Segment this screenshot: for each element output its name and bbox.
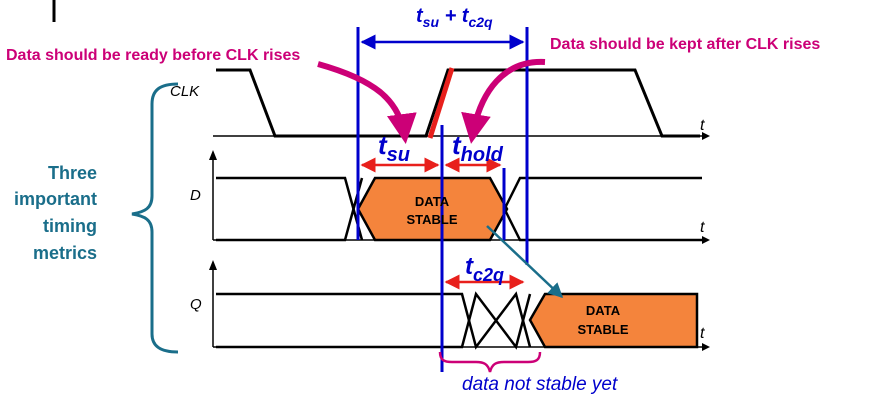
d-stable-box	[356, 176, 509, 242]
d-box-text-line-2: STABLE	[406, 212, 457, 227]
d-axis-arrow-right	[702, 236, 710, 244]
clk-rising-edge-highlight	[427, 67, 455, 139]
q-axis-arrow-up	[209, 260, 217, 270]
tsu-label: tsu	[378, 130, 410, 166]
q-axis-arrow-right	[702, 343, 710, 351]
d-waveform-after-low	[503, 209, 702, 242]
clk-label: CLK	[170, 83, 200, 100]
clk-time-label: t	[700, 117, 705, 134]
side-brace	[131, 82, 179, 354]
d-axis-arrow-up	[209, 150, 217, 160]
bottom-note: data not stable yet	[462, 374, 618, 395]
hold-note: Data should be kept after CLK rises	[550, 36, 820, 53]
d-waveform-high	[216, 177, 364, 242]
d-time-label: t	[700, 219, 705, 236]
side-label-line-1: Three	[48, 163, 97, 183]
q-stable-box	[528, 292, 699, 349]
d-waveform-after	[503, 176, 702, 209]
hold-curved-arrow	[461, 58, 546, 144]
d-label: D	[190, 187, 201, 204]
side-label-line-2: important	[14, 189, 97, 209]
d-box-text-line-1: DATA	[415, 194, 450, 209]
side-label-line-3: timing	[43, 216, 97, 236]
clk-axis-arrow	[702, 132, 710, 140]
q-box-text-line-2: STABLE	[577, 322, 628, 337]
side-label-line-4: metrics	[33, 243, 97, 263]
bottom-brace	[438, 351, 542, 373]
setup-curved-arrow	[317, 61, 417, 144]
q-time-label: t	[700, 325, 705, 342]
setup-note: Data should be ready before CLK rises	[6, 47, 300, 64]
q-box-text-line-1: DATA	[586, 303, 621, 318]
q-waveform-top	[216, 291, 532, 350]
q-waveform-bottom	[216, 291, 532, 350]
d-to-q-arrow	[486, 225, 564, 299]
clk-waveform	[216, 68, 700, 138]
q-label: Q	[190, 296, 202, 313]
tc2q-label: tc2q	[465, 253, 504, 285]
thold-label: thold	[452, 130, 504, 166]
d-waveform-low	[216, 176, 364, 241]
top-span-label: tsu + tc2q	[416, 5, 493, 30]
